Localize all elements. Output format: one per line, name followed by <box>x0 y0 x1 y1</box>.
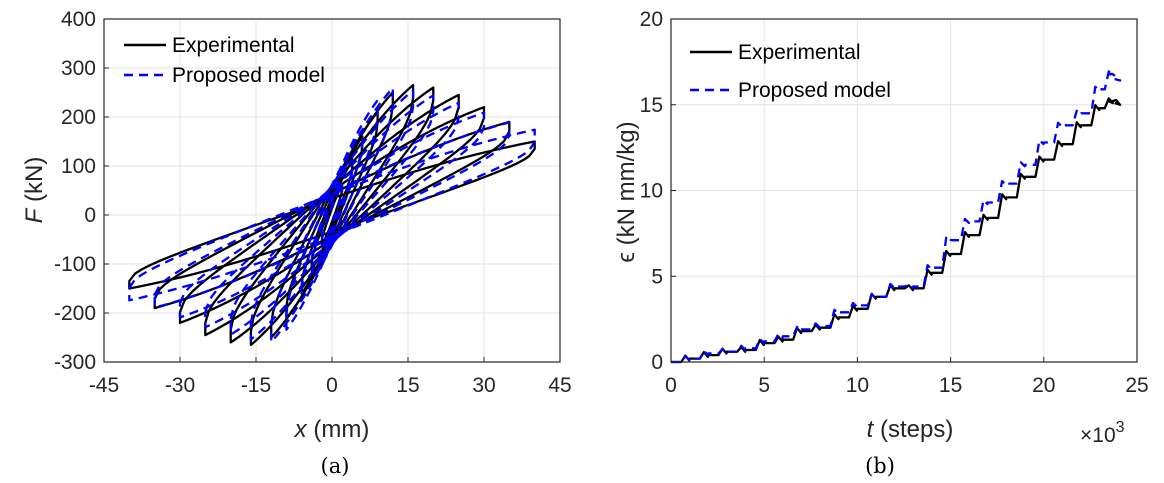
panel-b-xtick-label: 15 <box>939 374 962 397</box>
model-loop <box>285 99 379 331</box>
legend-b-model-label: Proposed model <box>738 79 891 102</box>
panel-b-ytick-label: 5 <box>651 265 663 288</box>
panel-b-xtick-label: 5 <box>758 374 770 397</box>
model-loop <box>178 111 486 319</box>
panel-b-xlabel: t (steps) <box>867 416 954 443</box>
panel-a-ytick-label: 200 <box>61 106 96 129</box>
panel-b-caption: (b) <box>865 454 895 478</box>
panel-b-ytick-label: 10 <box>640 180 663 203</box>
panel-b-legend: Experimental Proposed model <box>690 41 891 102</box>
legend-a-experimental-label: Experimental <box>172 34 295 57</box>
panel-a-series <box>128 83 536 347</box>
panel-a-ylabel: F (kN) <box>21 157 48 224</box>
panel-b-xtick-label: 10 <box>846 374 869 397</box>
panel-b-ytick-label: 0 <box>651 351 663 374</box>
experimental-energy-line <box>671 97 1122 364</box>
panel-b-series <box>671 70 1122 364</box>
panel-b-xtick-label: 25 <box>1125 374 1148 397</box>
experimental-loop <box>229 86 435 344</box>
panel-b-ytick-label: 15 <box>640 94 663 117</box>
panel-a-xtick-label: 0 <box>326 374 338 397</box>
panel-a-xlabel: x (mm) <box>294 416 370 443</box>
panel-b: 0 5 10 15 20 25 0 5 10 15 20 Experimental Proposed… <box>613 8 1149 478</box>
legend-b-experimental-label: Experimental <box>738 41 861 64</box>
model-loop <box>204 101 460 329</box>
panel-a-xtick-label: 45 <box>548 374 571 397</box>
panel-a-xtick-label: 15 <box>396 374 419 397</box>
panel-b-xtick-label: 0 <box>665 374 677 397</box>
panel-a-xtick-label: -30 <box>165 374 195 397</box>
panel-a-caption: (a) <box>321 454 350 478</box>
model-loop <box>270 86 394 344</box>
panel-b-x-multiplier: ×103 <box>1080 419 1125 447</box>
panel-a-ytick-label: 300 <box>61 57 96 80</box>
panel-a-ytick-label: -100 <box>54 253 96 276</box>
panel-a-ytick-label: 100 <box>61 155 96 178</box>
model-loop <box>310 157 354 273</box>
model-loop <box>300 128 364 302</box>
panel-a-ytick-label: 0 <box>84 204 96 227</box>
panel-a-xtick-label: -45 <box>89 374 119 397</box>
panel-a-legend: Experimental Proposed model <box>124 34 325 87</box>
model-energy-line <box>671 70 1122 364</box>
model-loop <box>249 89 415 341</box>
model-loop <box>229 94 435 336</box>
panel-b-ylabel: ϵ (kN mm/kg) <box>613 121 640 262</box>
model-loop <box>128 128 536 302</box>
panel-a-ytick-label: 400 <box>61 8 96 31</box>
panel-b-grid <box>670 18 1138 363</box>
panel-b-ytick-label: 20 <box>640 8 663 31</box>
panel-a-ticks: -45 -30 -15 0 15 30 45 -300 -200 -100 0 100 200 300 40… <box>54 8 572 397</box>
panel-a-xtick-label: -15 <box>241 374 271 397</box>
panel-a: -45 -30 -15 0 15 30 45 -300 -200 -100 0 100 200 300 40… <box>21 8 572 478</box>
panel-a-xtick-label: 30 <box>472 374 495 397</box>
model-loop <box>320 182 344 248</box>
legend-a-model-label: Proposed model <box>172 64 325 87</box>
panel-b-ticks: 0 5 10 15 20 25 0 5 10 15 20 <box>640 8 1149 397</box>
panel-a-ytick-label: -300 <box>54 351 96 374</box>
panel-b-xtick-label: 20 <box>1032 374 1055 397</box>
panel-a-ytick-label: -200 <box>54 302 96 325</box>
